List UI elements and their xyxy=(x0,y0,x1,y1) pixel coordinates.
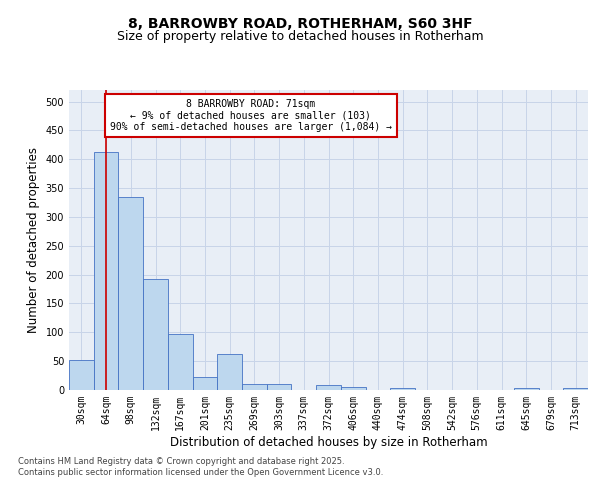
Bar xyxy=(514,388,539,390)
Bar xyxy=(94,152,118,390)
Bar xyxy=(390,388,415,390)
Bar xyxy=(341,387,365,390)
Text: 8, BARROWBY ROAD, ROTHERHAM, S60 3HF: 8, BARROWBY ROAD, ROTHERHAM, S60 3HF xyxy=(128,18,472,32)
Text: Size of property relative to detached houses in Rotherham: Size of property relative to detached ho… xyxy=(116,30,484,43)
Y-axis label: Number of detached properties: Number of detached properties xyxy=(27,147,40,333)
Text: 8 BARROWBY ROAD: 71sqm
← 9% of detached houses are smaller (103)
90% of semi-det: 8 BARROWBY ROAD: 71sqm ← 9% of detached … xyxy=(110,99,392,132)
Bar xyxy=(217,354,242,390)
Text: Contains HM Land Registry data © Crown copyright and database right 2025.
Contai: Contains HM Land Registry data © Crown c… xyxy=(18,458,383,477)
Bar xyxy=(242,384,267,390)
Bar xyxy=(316,386,341,390)
Bar xyxy=(563,388,588,390)
Bar xyxy=(69,360,94,390)
X-axis label: Distribution of detached houses by size in Rotherham: Distribution of detached houses by size … xyxy=(170,436,487,448)
Bar xyxy=(193,378,217,390)
Bar xyxy=(118,196,143,390)
Bar xyxy=(168,334,193,390)
Bar xyxy=(267,384,292,390)
Bar xyxy=(143,279,168,390)
